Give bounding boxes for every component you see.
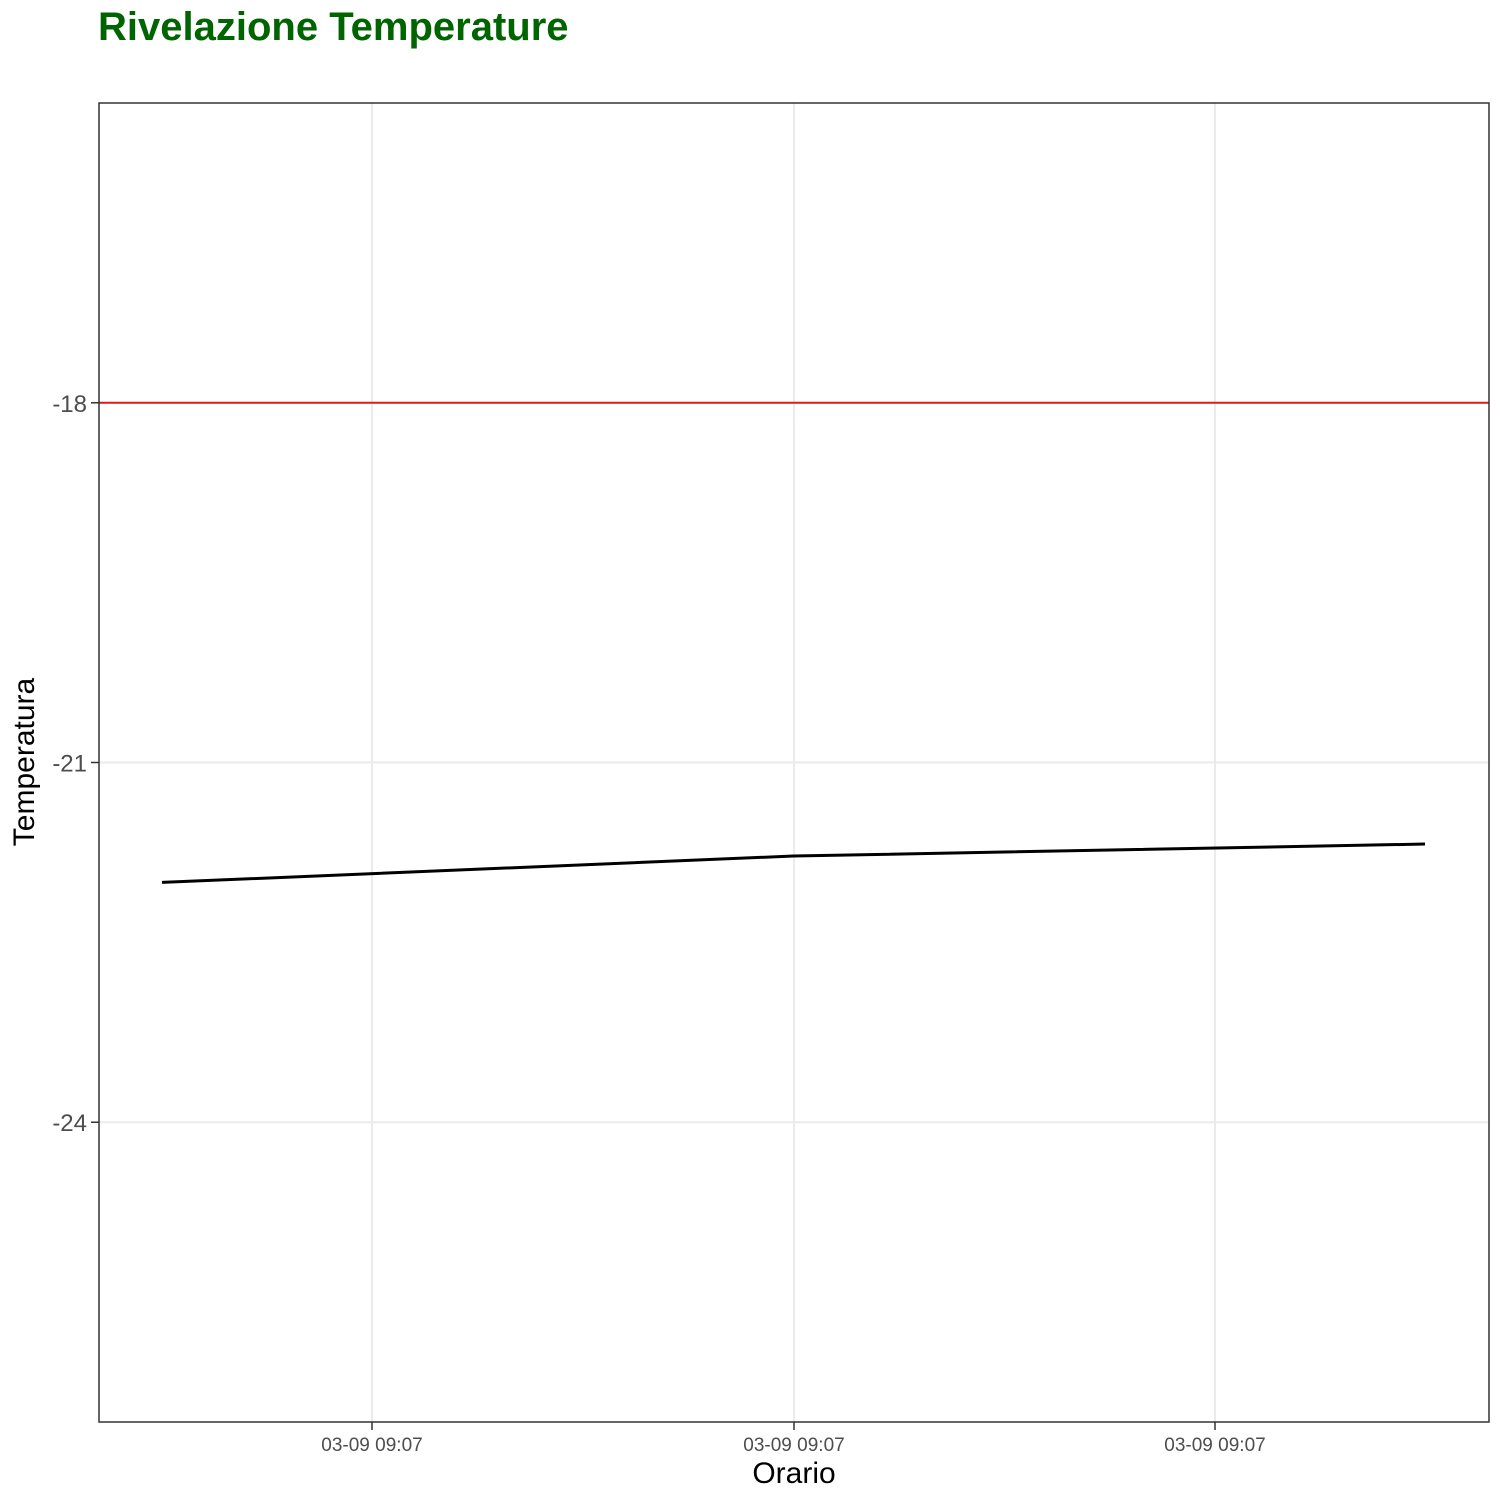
x-axis-ticks: 03-09 09:07 03-09 09:07 03-09 09:07 [321, 1422, 1266, 1456]
x-axis-title: Orario [752, 1457, 835, 1490]
y-tick-label: -21 [52, 751, 87, 778]
y-axis-title: Temperatura [8, 677, 41, 846]
grid-lines [99, 103, 1489, 1422]
x-tick-label: 03-09 09:07 [743, 1435, 844, 1456]
series-line [161, 842, 1426, 884]
x-tick-label: 03-09 09:07 [321, 1435, 422, 1456]
series-layer [161, 842, 1426, 884]
y-tick-label: -18 [52, 391, 87, 418]
y-tick-label: -24 [52, 1110, 87, 1137]
x-tick-label: 03-09 09:07 [1164, 1435, 1265, 1456]
chart-title: Rivelazione Temperature [98, 5, 569, 49]
y-axis-ticks: -18 -21 -24 [52, 391, 99, 1137]
